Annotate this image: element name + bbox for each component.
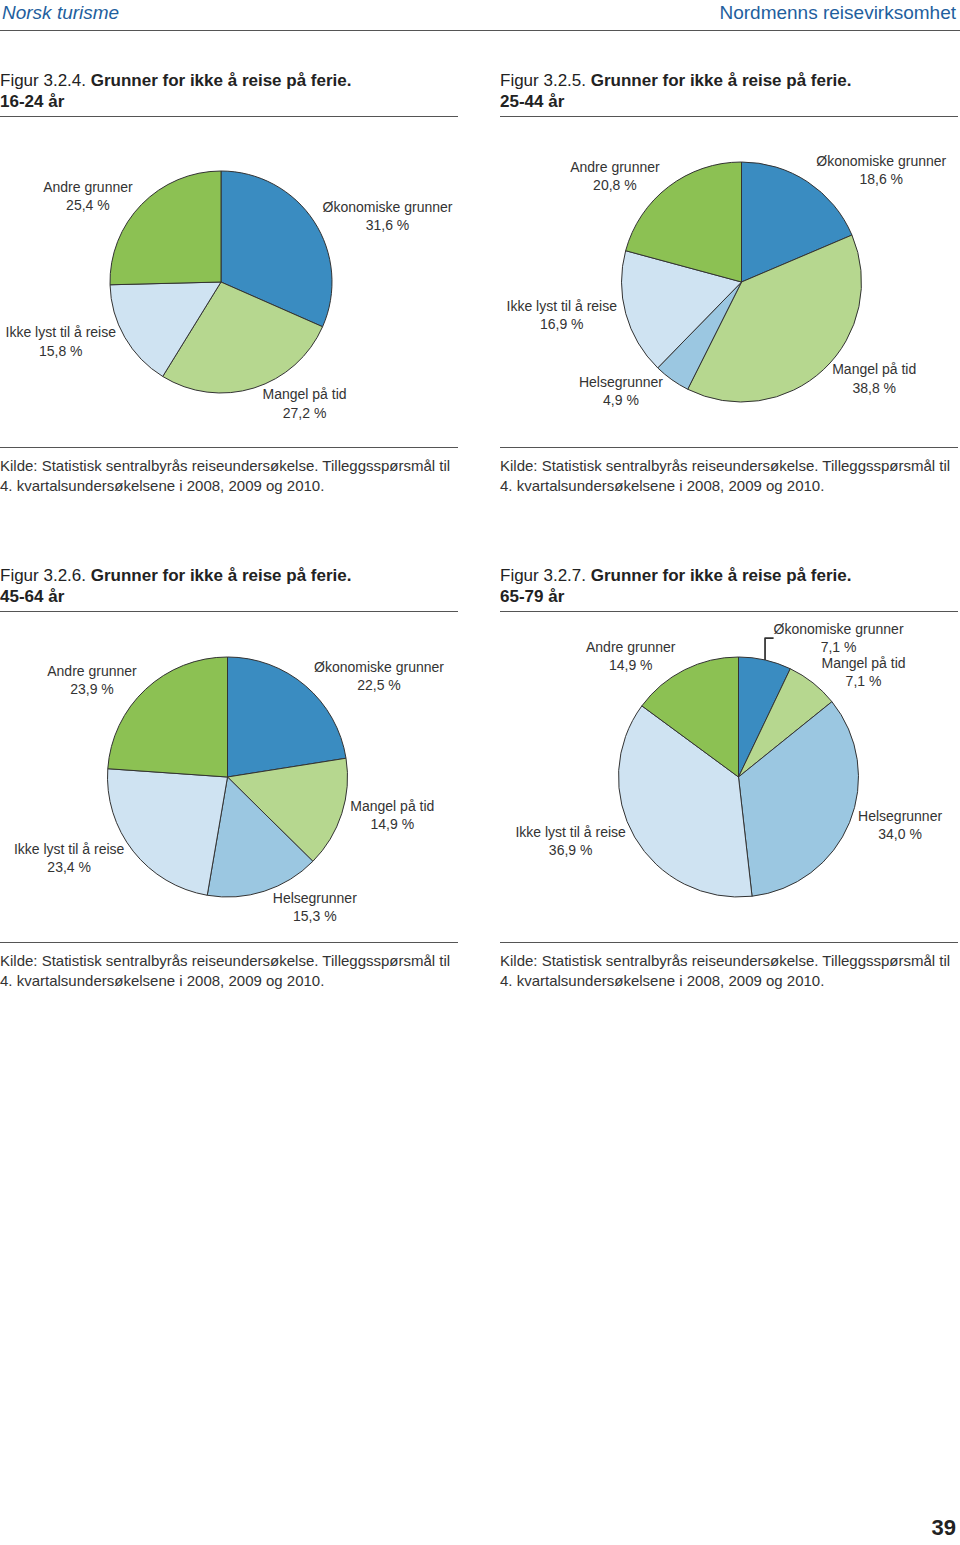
svg-text:Ikke lyst til å reise16,9 %: Ikke lyst til å reise16,9 % (507, 298, 618, 332)
html-text:16-24 år: 16-24 år (0, 92, 65, 111)
html-text:45-64 år: 45-64 år (0, 587, 65, 606)
svg-text:Ikke lyst til å reise36,9 %: Ikke lyst til å reise36,9 % (515, 824, 626, 858)
html-text:Figur 3.2.5. Grunner for ikke: Figur 3.2.5. Grunner for ikke å reise på… (500, 71, 852, 90)
html-text:25-44 år: 25-44 år (500, 92, 565, 111)
html-text:39: 39 (931, 1515, 956, 1540)
svg-text:Mangel på tid27,2 %: Mangel på tid27,2 % (263, 386, 347, 420)
html-text:Kilde: Statistisk sentralbyrås: Kilde: Statistisk sentralbyrås reiseunde… (0, 457, 451, 494)
svg-text:Helsegrunner15,3 %: Helsegrunner15,3 % (273, 890, 357, 924)
svg-text:Andre grunner20,8 %: Andre grunner20,8 % (570, 159, 660, 193)
svg-text:Økonomiske grunner22,5 %: Økonomiske grunner22,5 % (314, 659, 444, 693)
html-text:Figur 3.2.4. Grunner for ikke: Figur 3.2.4. Grunner for ikke å reise på… (0, 71, 352, 90)
svg-text:Helsegrunner4,9 %: Helsegrunner4,9 % (579, 374, 663, 408)
svg-text:Økonomiske grunner18,6 %: Økonomiske grunner18,6 % (816, 153, 946, 187)
svg-text:Mangel på tid38,8 %: Mangel på tid38,8 % (832, 361, 916, 395)
html-text:Kilde: Statistisk sentralbyrås: Kilde: Statistisk sentralbyrås reiseunde… (500, 952, 951, 989)
svg-text:Mangel på tid7,1 %: Mangel på tid7,1 % (821, 655, 905, 689)
svg-text:Andre grunner25,4 %: Andre grunner25,4 % (43, 179, 133, 213)
svg-text:Økonomiske grunner31,6 %: Økonomiske grunner31,6 % (323, 199, 453, 233)
html-text:Nordmenns reisevirksomhet: Nordmenns reisevirksomhet (719, 2, 956, 23)
svg-text:Ikke lyst til å reise23,4 %: Ikke lyst til å reise23,4 % (14, 841, 125, 875)
html-text:Figur 3.2.7. Grunner for ikke: Figur 3.2.7. Grunner for ikke å reise på… (500, 566, 852, 585)
svg-text:Ikke lyst til å reise15,8 %: Ikke lyst til å reise15,8 % (6, 324, 117, 358)
svg-text:Andre grunner23,9 %: Andre grunner23,9 % (47, 663, 137, 697)
svg-text:Mangel på tid14,9 %: Mangel på tid14,9 % (350, 798, 434, 832)
html-text:Figur 3.2.6. Grunner for ikke: Figur 3.2.6. Grunner for ikke å reise på… (0, 566, 352, 585)
html-text:Norsk turisme: Norsk turisme (2, 2, 120, 23)
html-text:Kilde: Statistisk sentralbyrås: Kilde: Statistisk sentralbyrås reiseunde… (500, 457, 951, 494)
html-text:65-79 år: 65-79 år (500, 587, 565, 606)
svg-text:Andre grunner14,9 %: Andre grunner14,9 % (586, 639, 676, 673)
svg-text:Økonomiske grunner7,1 %: Økonomiske grunner7,1 % (774, 621, 904, 655)
html-text:Kilde: Statistisk sentralbyrås: Kilde: Statistisk sentralbyrås reiseunde… (0, 952, 451, 989)
svg-text:Helsegrunner34,0 %: Helsegrunner34,0 % (858, 808, 942, 842)
